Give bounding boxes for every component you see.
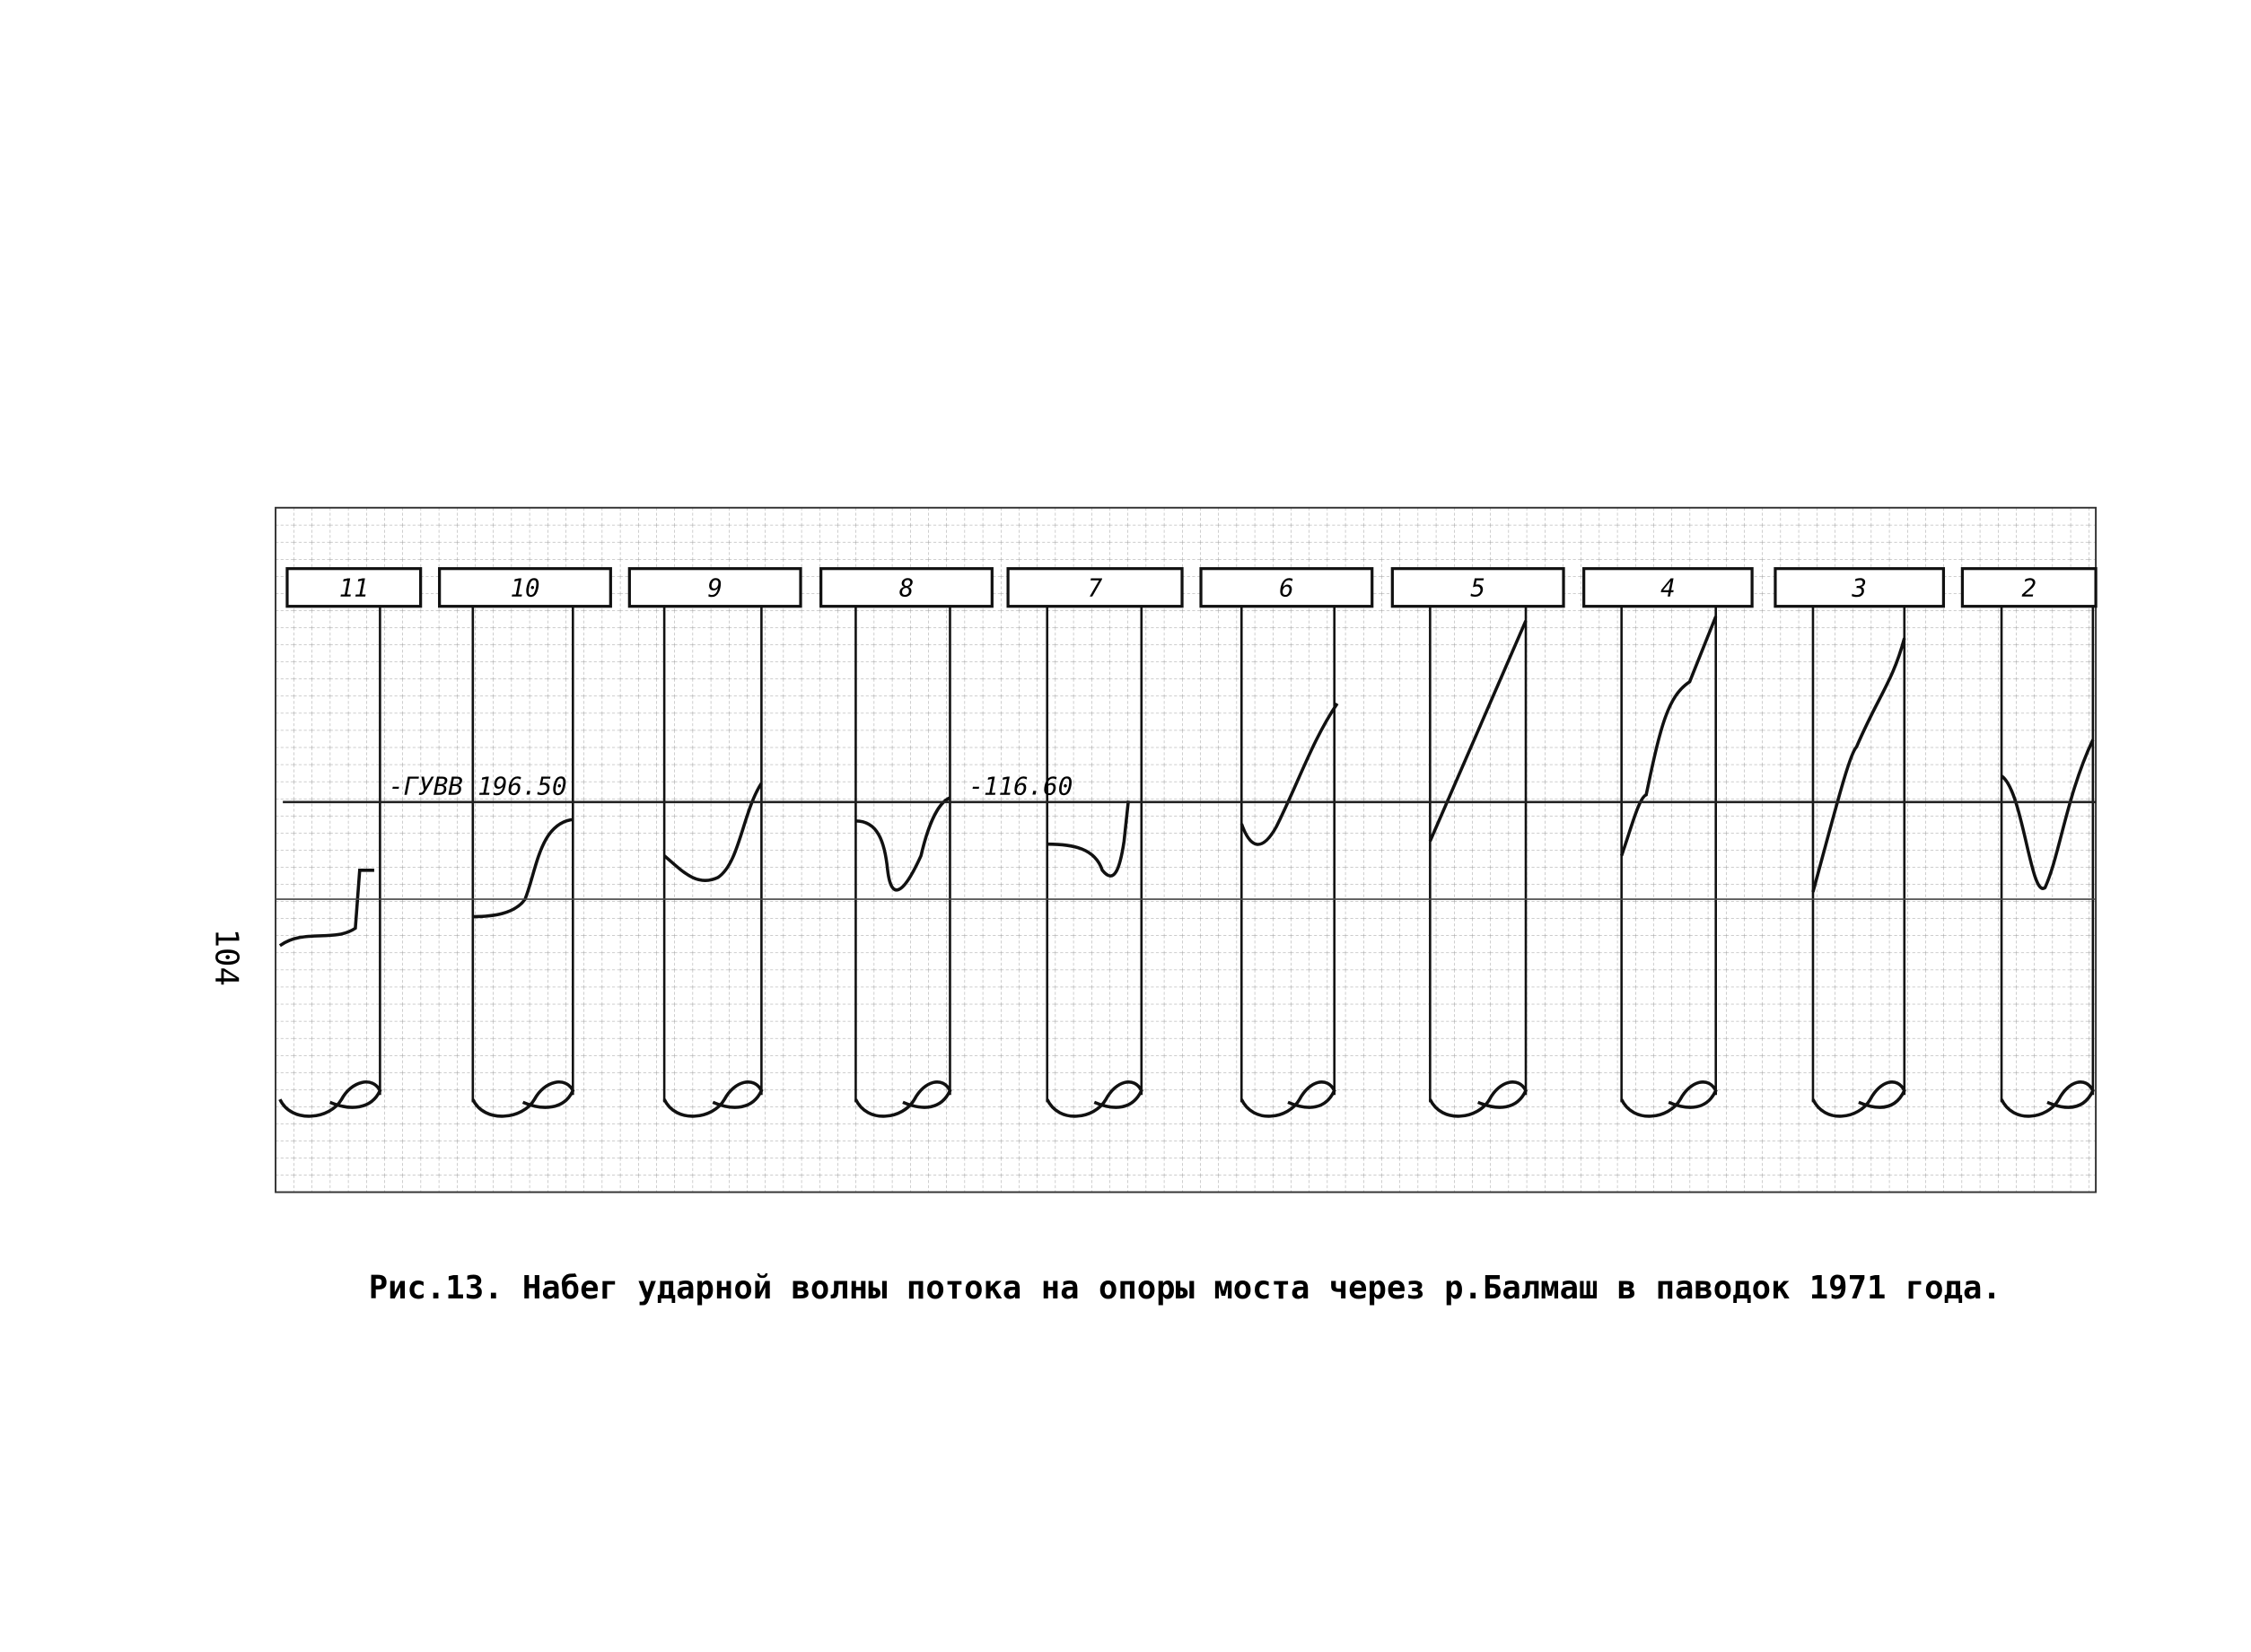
channel-box [285, 567, 423, 608]
base-trace [854, 1080, 952, 1118]
channel-box [438, 567, 612, 608]
channel-box [1960, 567, 2098, 608]
base-trace [1428, 1080, 1528, 1118]
trace [1239, 702, 1339, 846]
channel-label: 2 [2021, 574, 2036, 602]
channel-box [1199, 567, 1374, 608]
trace [278, 869, 374, 948]
base-trace [662, 1080, 764, 1118]
channel-label: 5 [1470, 574, 1485, 602]
base-trace [1046, 1080, 1143, 1118]
channel-box [1390, 567, 1565, 608]
traces: 11 10 9 8 7 6 5 4 3 2 [278, 567, 2098, 1118]
channel-box [1582, 567, 1754, 608]
base-trace [1239, 1080, 1336, 1118]
channel-box [627, 567, 802, 608]
chart-paper [275, 506, 2098, 1193]
channel-box [1774, 567, 1946, 608]
channel-label: 10 [510, 574, 539, 602]
channel-label: 6 [1279, 574, 1294, 602]
trace [855, 796, 951, 892]
caption: Рис.13. Набег ударной волны потока на оп… [369, 1270, 2001, 1307]
trace [1811, 637, 1906, 893]
channel-label: 9 [707, 574, 723, 602]
channel-label: 3 [1851, 574, 1867, 602]
base-trace [1811, 1080, 1906, 1118]
annotation: -ГУВВ 196.50 [389, 774, 566, 801]
base-trace [2000, 1080, 2095, 1118]
trace [662, 782, 763, 883]
trace [1428, 620, 1528, 843]
trace [472, 817, 574, 919]
annotation: -116.60 [968, 774, 1073, 801]
channel-label: 7 [1088, 574, 1103, 602]
trace [1619, 616, 1718, 857]
channel-label: 4 [1660, 574, 1676, 602]
channel-label: 11 [339, 574, 369, 602]
base-trace [471, 1080, 575, 1118]
trace [2000, 739, 2095, 890]
trace [1047, 800, 1130, 878]
base-trace [1620, 1080, 1718, 1118]
page-number: 104 [207, 929, 244, 986]
channel-box [1006, 567, 1184, 608]
channel-label: 8 [899, 574, 915, 602]
channel-box [819, 567, 994, 608]
base-trace [278, 1080, 382, 1118]
